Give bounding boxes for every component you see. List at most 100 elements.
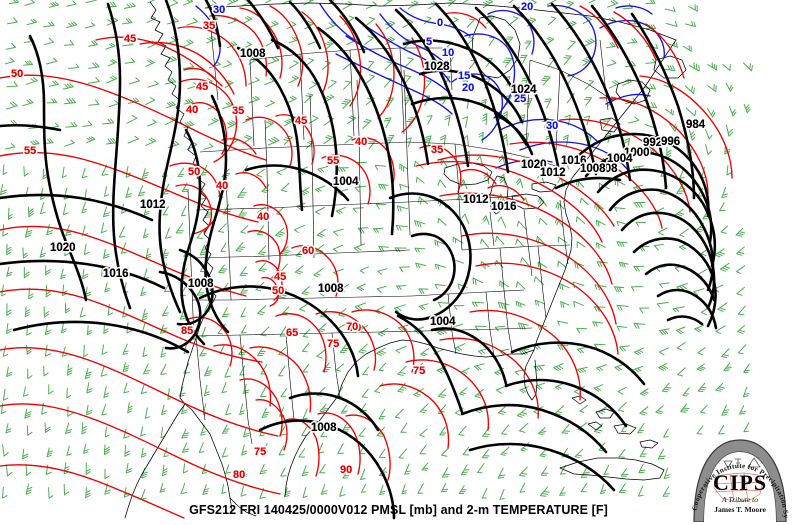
wind-barb xyxy=(332,244,344,253)
wind-barb xyxy=(378,183,389,190)
isobar-label-halo: 984 xyxy=(686,119,706,131)
wind-barb xyxy=(340,404,348,414)
wind-barb xyxy=(27,368,33,380)
wind-barb xyxy=(400,422,408,433)
isobar-label-halo: 1028 xyxy=(424,61,450,73)
wind-barb xyxy=(163,447,169,458)
wind-barb xyxy=(395,285,407,290)
wind-barb xyxy=(199,244,208,256)
wind-barb xyxy=(301,465,309,477)
wind-barb xyxy=(222,424,230,434)
temp-label-warm-halo: 35 xyxy=(203,20,215,32)
wind-barb xyxy=(519,482,526,493)
wind-barb xyxy=(260,387,267,398)
isobar-label: 1024 xyxy=(511,84,537,96)
temp-label-cold: 10 xyxy=(442,47,454,59)
wind-barb xyxy=(68,63,80,69)
wind-barb xyxy=(202,484,210,495)
wind-barb xyxy=(102,118,115,125)
wind-barb xyxy=(516,220,527,230)
temp-label-warm: 40 xyxy=(257,211,269,223)
wind-barb xyxy=(437,301,449,308)
wind-barb xyxy=(39,247,46,258)
wind-barb xyxy=(6,101,18,110)
wind-barb xyxy=(675,326,686,335)
temp-label-cold-halo: 15 xyxy=(458,70,470,82)
wind-barb xyxy=(508,16,519,26)
isobar-label-halo: 1008 xyxy=(311,422,337,434)
wind-barb xyxy=(27,206,34,218)
wind-barb xyxy=(88,99,100,106)
temp-label-warm: 40 xyxy=(355,136,367,148)
wind-barb xyxy=(394,247,407,253)
wind-barb xyxy=(235,242,245,252)
wind-barb xyxy=(441,483,449,493)
wind-barb xyxy=(225,464,232,474)
wind-barb xyxy=(576,327,588,334)
wind-barb xyxy=(140,426,146,437)
wind-barb xyxy=(627,38,638,44)
wind-barb xyxy=(353,243,366,252)
temp-label-cold-halo: 20 xyxy=(521,1,533,13)
temp-label-warm-halo: 50 xyxy=(188,166,200,178)
wind-barb-layer xyxy=(0,0,753,500)
wind-barb xyxy=(418,303,429,310)
wind-barb xyxy=(633,202,646,208)
wind-barb xyxy=(109,100,120,107)
wind-barb xyxy=(5,423,12,434)
wind-barb xyxy=(43,21,55,28)
wind-barb xyxy=(25,464,32,476)
wind-barb xyxy=(260,363,268,375)
wind-barb xyxy=(144,407,150,419)
wind-barb xyxy=(26,18,38,26)
wind-barb xyxy=(688,62,700,72)
wind-barb xyxy=(719,202,726,212)
wind-barb xyxy=(177,167,185,178)
wind-barb xyxy=(320,484,328,495)
isobar-label: 1020 xyxy=(50,242,76,254)
wind-barb xyxy=(143,205,150,216)
isobar-label-halo: 996 xyxy=(661,136,680,148)
wind-barb xyxy=(677,367,686,377)
isobar-label-halo: 1008 xyxy=(188,278,214,290)
temp-label-warm: 45 xyxy=(274,271,286,283)
wind-barb xyxy=(420,348,430,357)
wind-barb xyxy=(421,462,429,471)
isobar-label-halo: 992 xyxy=(643,137,662,149)
logo-acronym: CIPS xyxy=(713,470,767,495)
wind-barb xyxy=(617,386,627,395)
wind-barb xyxy=(62,83,74,90)
wind-barb xyxy=(472,277,484,286)
wind-barb xyxy=(182,463,189,474)
wind-barb xyxy=(160,346,167,358)
wind-barb xyxy=(101,344,108,355)
wind-barb xyxy=(396,205,408,212)
isobar-label: 992 xyxy=(643,137,662,149)
wind-barb xyxy=(742,386,750,398)
wind-barb xyxy=(65,303,70,314)
wind-barb xyxy=(533,276,545,286)
wind-barb xyxy=(378,245,389,252)
wind-barb xyxy=(453,305,465,311)
wind-barb xyxy=(82,268,89,280)
wind-barb xyxy=(323,135,334,145)
wind-barb xyxy=(313,268,324,278)
wind-barb xyxy=(183,120,195,129)
wind-barb xyxy=(499,488,505,500)
chart-title: GFS212 FRI 140425/0000V012 PMSL [mb] and… xyxy=(189,503,608,517)
wind-barb xyxy=(538,426,547,436)
wind-barb xyxy=(48,80,59,87)
wind-barb xyxy=(414,247,426,253)
wind-barb xyxy=(120,242,127,254)
isobar-label: 1012 xyxy=(140,199,166,211)
isobar-label-halo: 1020 xyxy=(521,159,547,171)
wind-barb xyxy=(374,383,384,393)
wind-barb xyxy=(186,17,198,26)
wind-barb xyxy=(88,40,99,47)
wind-barb xyxy=(474,363,485,371)
wind-barb xyxy=(605,41,616,49)
wind-barb xyxy=(162,206,169,216)
wind-barb xyxy=(278,365,286,377)
wind-barb xyxy=(743,103,751,114)
